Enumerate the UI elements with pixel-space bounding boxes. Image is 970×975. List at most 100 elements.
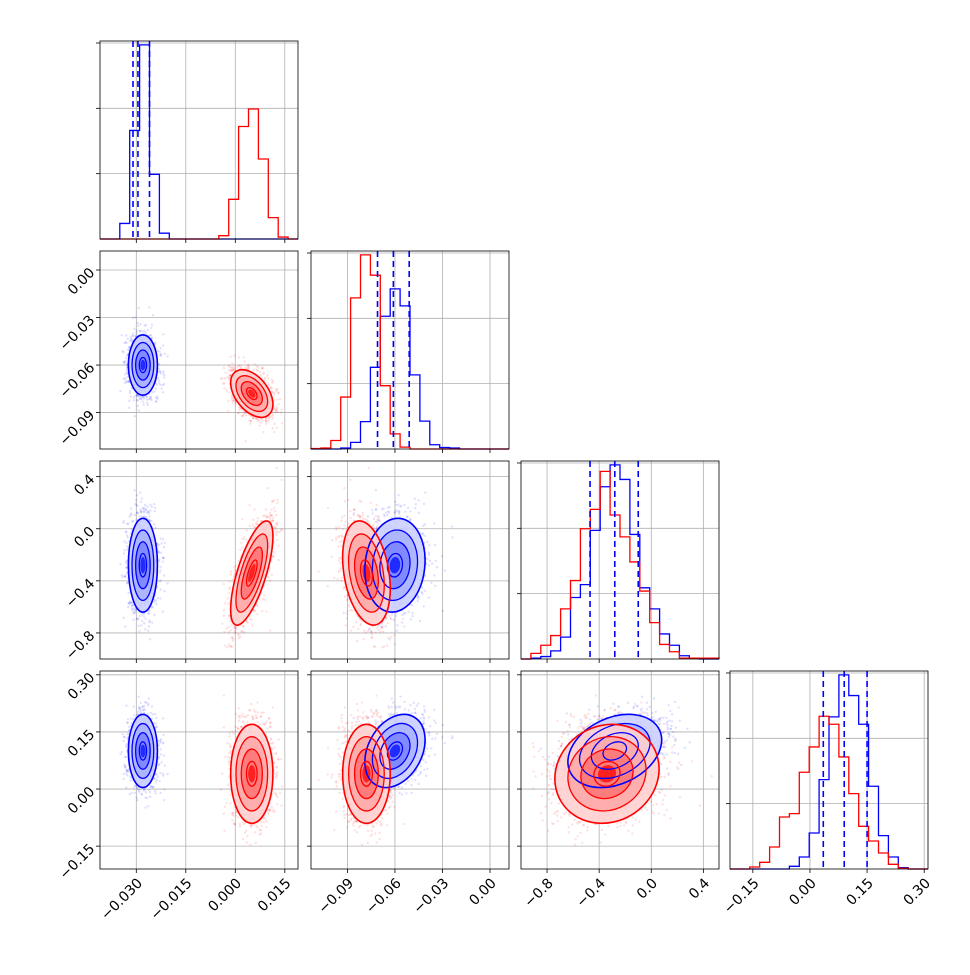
scatter-point <box>271 379 273 381</box>
scatter-point <box>139 397 141 399</box>
scatter-point <box>148 625 150 627</box>
scatter-point <box>146 512 148 514</box>
scatter-point <box>280 411 282 413</box>
scatter-point <box>227 400 229 402</box>
scatter-point <box>160 387 162 389</box>
scatter-point <box>151 606 153 608</box>
scatter-point <box>221 377 223 379</box>
scatter-point <box>265 423 267 425</box>
scatter-point <box>220 663 222 665</box>
scatter-point <box>132 317 134 319</box>
scatter-point <box>254 363 256 365</box>
scatter-point <box>252 369 254 371</box>
scatter-point <box>159 597 161 599</box>
scatter-point <box>276 398 278 400</box>
scatter-point <box>244 360 246 362</box>
scatter-point <box>122 522 124 524</box>
scatter-point <box>264 377 266 379</box>
scatter-point <box>157 597 159 599</box>
histogram-panel-1 <box>307 251 509 449</box>
scatter-point <box>166 582 168 584</box>
scatter-point <box>232 640 234 642</box>
scatter-point <box>271 417 273 419</box>
scatter-point <box>119 390 121 392</box>
scatter-point <box>147 404 149 406</box>
scatter-point <box>259 374 261 376</box>
scatter-point <box>223 387 225 389</box>
scatter-point <box>239 549 241 551</box>
scatter-point <box>154 510 156 512</box>
scatter-point <box>140 510 142 512</box>
scatter-point <box>271 381 273 383</box>
scatter-point <box>141 620 143 622</box>
scatter-point <box>143 622 145 624</box>
scatter-point <box>223 583 225 585</box>
scatter-point <box>148 515 150 517</box>
scatter-point <box>128 407 130 409</box>
scatter-point <box>160 537 162 539</box>
scatter-point <box>151 506 153 508</box>
scatter-point <box>245 367 247 369</box>
scatter-point <box>134 335 136 337</box>
scatter-point <box>145 508 147 510</box>
scatter-point <box>257 605 259 607</box>
scatter-point <box>275 409 277 411</box>
scatter-point <box>158 380 160 382</box>
scatter-point <box>243 631 245 633</box>
scatter-point <box>119 563 121 565</box>
scatter-point <box>126 534 128 536</box>
scatter-point <box>148 306 150 308</box>
scatter-point <box>158 368 160 370</box>
scatter-point <box>142 403 144 405</box>
scatter-point <box>159 370 161 372</box>
scatter-point <box>224 377 226 379</box>
scatter-point <box>224 372 226 374</box>
panel-background <box>521 461 719 659</box>
scatter-point <box>267 377 269 379</box>
scatter-point <box>273 431 275 433</box>
scatter-point <box>125 369 127 371</box>
scatter-point <box>128 346 130 348</box>
scatter-point <box>139 491 141 493</box>
scatter-point <box>159 569 161 571</box>
scatter-point <box>121 574 123 576</box>
scatter-point <box>162 538 164 540</box>
scatter-point <box>124 575 126 577</box>
scatter-point <box>125 357 127 359</box>
scatter-point <box>163 546 165 548</box>
scatter-point <box>241 415 243 417</box>
scatter-point <box>162 391 164 393</box>
scatter-point <box>125 531 127 533</box>
scatter-point <box>276 502 278 504</box>
scatter-point <box>128 602 130 604</box>
scatter-point <box>164 353 166 355</box>
scatter-point <box>123 342 125 344</box>
scatter-point <box>232 400 234 402</box>
scatter-point <box>127 522 129 524</box>
scatter-point <box>257 369 259 371</box>
scatter-point <box>272 414 274 416</box>
scatter-point <box>273 551 275 553</box>
scatter-point <box>131 520 133 522</box>
scatter-point <box>142 400 144 402</box>
scatter-point <box>260 421 262 423</box>
scatter-point <box>261 367 263 369</box>
scatter-point <box>133 328 135 330</box>
scatter-point <box>153 523 155 525</box>
scatter-point <box>163 383 165 385</box>
scatter-point <box>144 618 146 620</box>
scatter-point <box>146 398 148 400</box>
scatter-point <box>144 628 146 630</box>
scatter-point <box>130 395 132 397</box>
scatter-point <box>159 347 161 349</box>
scatter-point <box>265 508 267 510</box>
scatter-point <box>223 615 225 617</box>
scatter-point <box>127 348 129 350</box>
scatter-point <box>157 398 159 400</box>
scatter-point <box>228 377 230 379</box>
scatter-point <box>240 367 242 369</box>
scatter-point <box>134 503 136 505</box>
scatter-point <box>140 501 142 503</box>
scatter-point <box>162 372 164 374</box>
scatter-point <box>163 590 165 592</box>
